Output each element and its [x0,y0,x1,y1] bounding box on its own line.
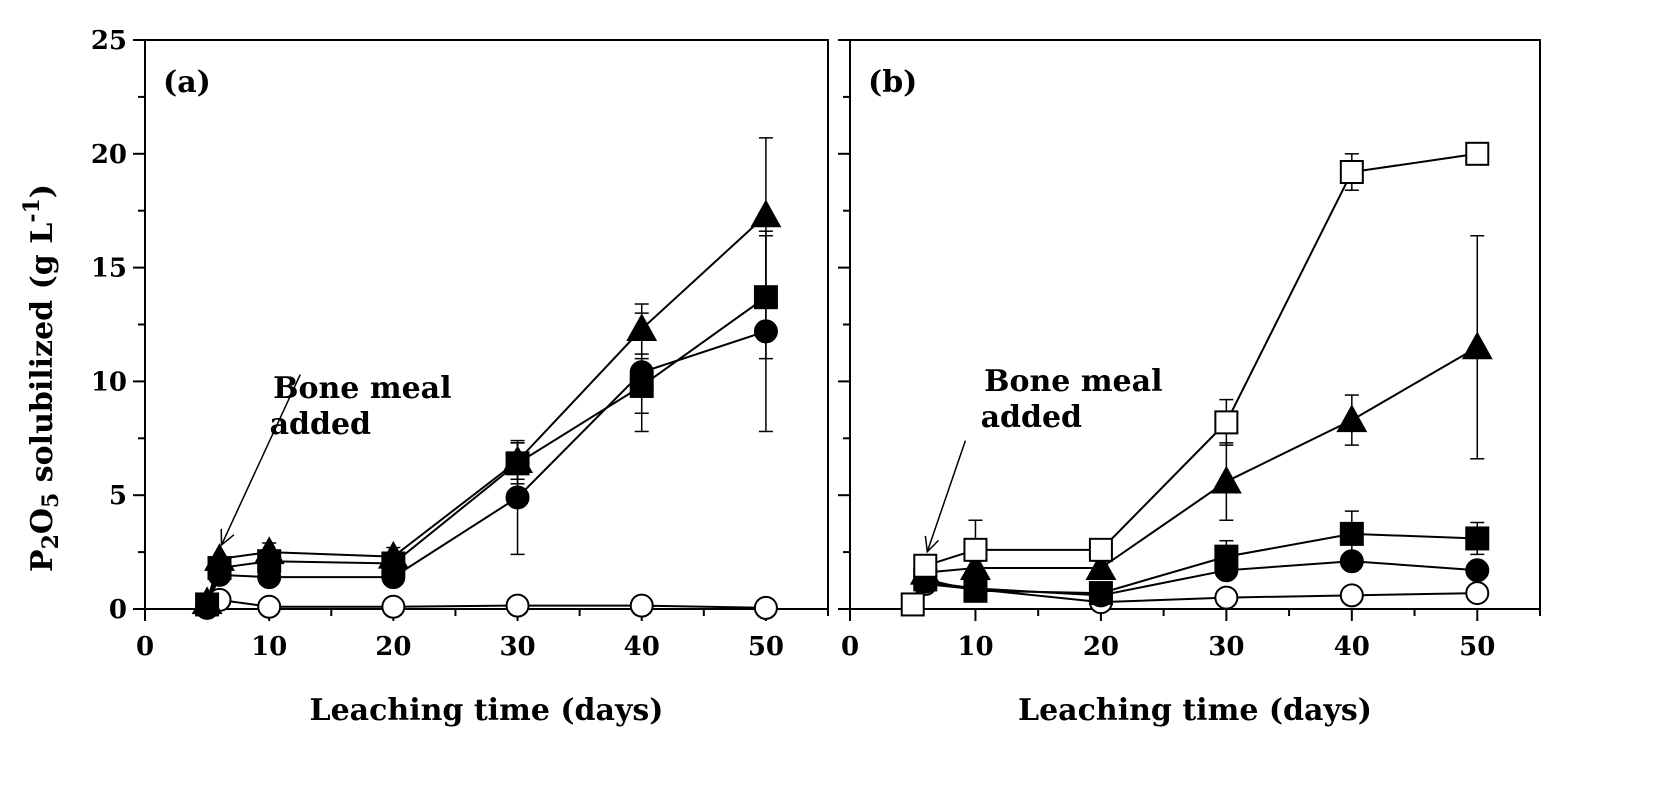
x-tick-label-a-40: 40 [624,632,660,662]
panel-label-a: (a) [163,65,211,100]
y-tick-label-a-5: 5 [109,481,127,511]
panel-a: 0 10 20 30 40 50 0 5 10 15 20 25 Leaching time (days… [91,26,829,728]
x-tick-label-b-30: 30 [1208,632,1244,662]
y-tick-label-a-10: 10 [91,367,127,397]
marker-triangle-a-s0-0 [191,586,223,615]
marker-circle-b-s4-3 [1339,583,1364,608]
marker-square-b-s2-3 [1214,544,1239,569]
x-tick-label-a-0: 0 [136,632,154,662]
marker-square-b-s0-1 [913,553,938,578]
marker-circle-a-s3-6 [753,595,778,620]
series-line-a-s1 [206,296,767,605]
y-tick-label-a-15: 15 [91,254,127,284]
marker-square-a-s1-5 [629,373,654,398]
marker-square-a-s1-6 [753,285,778,310]
marker-circle-a-s3-4 [505,593,530,618]
y-axis-title-sub2: 5 [38,493,64,508]
y-axis-title-sub1: 2 [38,534,64,549]
marker-triangle-a-s0-6 [750,199,782,228]
y-axis-title-body: solubilized (g L [25,223,60,493]
x-tick-label-a-30: 30 [499,632,535,662]
marker-circle-a-s3-5 [629,593,654,618]
marker-square-b-s2-1 [963,578,988,603]
panel-label-b: (b) [868,65,917,100]
plot-frame-a [144,39,829,610]
marker-circle-b-s3-4 [1339,549,1364,574]
marker-square-b-s0-6 [1465,141,1490,166]
series-line-a-s3 [206,598,766,609]
marker-square-b-s0-4 [1214,410,1239,435]
y-tick-label-a-25: 25 [91,26,127,56]
annotation-arrow-head-a [220,528,235,547]
marker-circle-b-s4-2 [1214,585,1239,610]
marker-circle-a-s2-4 [505,485,530,510]
y-axis-title-sup: -1 [19,198,45,222]
x-tick-label-a-10: 10 [251,632,287,662]
marker-circle-b-s3-5 [1465,558,1490,583]
marker-square-b-s2-4 [1339,521,1364,546]
x-tick-label-a-50: 50 [748,632,784,662]
marker-square-b-s0-3 [1088,537,1113,562]
annotation-arrow-shaft-a [220,374,301,546]
annotation-arrow-shaft-b [926,440,967,552]
x-tick-label-b-0: 0 [841,632,859,662]
marker-square-b-s0-2 [963,537,988,562]
panel-b: 0 10 20 30 40 50 Leaching time (days) (b) Bone m… [838,39,1541,728]
y-axis-title: P2O5 solubilized (g L-1) [19,184,64,572]
annotation-line1-a: Bone meal [273,371,451,406]
marker-triangle-b-s1-4 [1336,404,1368,433]
y-axis-title-o: O [25,508,60,534]
x-tick-label-b-20: 20 [1083,632,1119,662]
marker-circle-a-s3-3 [381,594,406,619]
x-tick-label-b-40: 40 [1334,632,1370,662]
x-axis-title-a: Leaching time (days) [310,693,664,728]
y-tick-label-a-0: 0 [109,595,127,625]
series-line-b-s4 [925,582,1478,604]
marker-circle-b-s4-4 [1465,581,1490,606]
marker-square-b-s0-5 [1339,160,1364,185]
marker-square-b-s2-5 [1465,526,1490,551]
y-axis-title-p: P [25,549,60,572]
marker-triangle-a-s0-2 [253,536,285,565]
annotation-line1-b: Bone meal [984,364,1162,399]
marker-triangle-a-s0-3 [377,540,409,569]
plot-frame-b [849,39,1541,610]
marker-triangle-b-s1-3 [1210,465,1242,494]
y-axis-title-end: ) [25,184,60,198]
x-axis-title-b: Leaching time (days) [1018,693,1372,728]
x-tick-label-b-10: 10 [957,632,993,662]
marker-circle-a-s3-2 [257,594,282,619]
marker-triangle-b-s1-2 [1085,552,1117,581]
marker-square-b-s2-2 [1088,581,1113,606]
marker-circle-a-s2-6 [753,319,778,344]
marker-triangle-a-s0-1 [204,543,235,571]
annotation-line2-a: added [270,407,371,442]
x-tick-label-a-20: 20 [375,632,411,662]
annotation-line2-b: added [981,400,1082,435]
series-line-b-s3 [925,560,1478,597]
marker-triangle-b-s1-1 [960,552,991,581]
annotation-arrow-head-b [924,535,940,554]
marker-square-b-s0-0 [900,592,925,617]
marker-triangle-a-s0-4 [502,445,533,474]
x-tick-label-b-50: 50 [1459,632,1495,662]
marker-triangle-a-s0-5 [626,313,658,342]
marker-triangle-b-s1-5 [1461,331,1493,360]
y-tick-label-a-20: 20 [91,140,127,170]
